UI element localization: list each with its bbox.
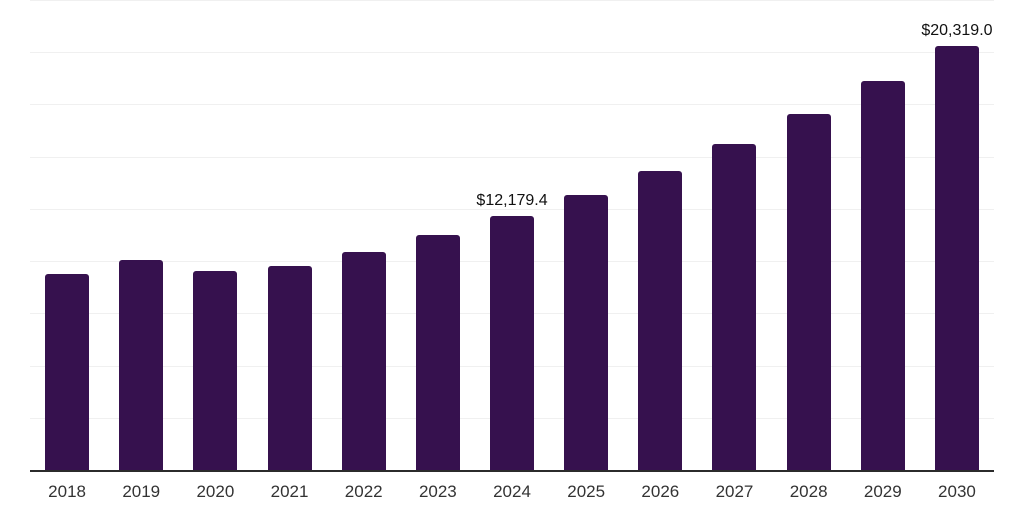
bar-group-2023 bbox=[401, 0, 475, 470]
x-tick-2020: 2020 bbox=[196, 482, 235, 501]
bar-group-2030: $20,319.0 bbox=[920, 0, 994, 470]
bar-2021 bbox=[267, 265, 312, 470]
gridline-17500 bbox=[30, 104, 994, 106]
bar-group-2028 bbox=[772, 0, 846, 470]
x-tick-2018: 2018 bbox=[48, 482, 86, 501]
bar-group-2027 bbox=[697, 0, 771, 470]
bar-2028 bbox=[786, 114, 831, 470]
bar-2023 bbox=[415, 234, 460, 470]
plot-area: $12,179.4 $20,319.0 bbox=[30, 0, 994, 472]
x-tick-2028: 2028 bbox=[789, 482, 828, 501]
bar-2025 bbox=[564, 194, 609, 470]
bar-group-2024: $12,179.4 bbox=[475, 0, 549, 470]
bar-group-2019 bbox=[104, 0, 178, 470]
value-label-2024: $12,179.4 bbox=[476, 191, 548, 209]
gridline-22500 bbox=[30, 0, 994, 1]
bar-2019 bbox=[119, 260, 164, 470]
bar-2026 bbox=[638, 170, 683, 470]
x-tick-2029: 2029 bbox=[863, 482, 902, 501]
x-tick-2024: 2024 bbox=[493, 482, 531, 501]
bar-2024 bbox=[490, 215, 535, 470]
x-tick-2021: 2021 bbox=[270, 482, 309, 501]
bar-group-2025 bbox=[549, 0, 623, 470]
x-tick-2025: 2025 bbox=[567, 482, 606, 501]
bar-group-2018 bbox=[30, 0, 104, 470]
x-tick-2019: 2019 bbox=[122, 482, 161, 501]
gridline-12500 bbox=[30, 208, 994, 210]
bar-2020 bbox=[193, 270, 238, 470]
x-tick-2026: 2026 bbox=[641, 482, 680, 501]
bar-group-2022 bbox=[327, 0, 401, 470]
x-axis-line bbox=[30, 470, 994, 472]
bar-group-2026 bbox=[623, 0, 697, 470]
bar-group-2020 bbox=[178, 0, 252, 470]
bar-2018 bbox=[45, 273, 90, 470]
bar-2030 bbox=[934, 45, 979, 470]
x-axis-tick-labels: 2018 2019 2020 2021 2022 2023 2024 2025 2026 2027… bbox=[30, 472, 994, 512]
bar-2027 bbox=[712, 143, 757, 470]
gridline-15000 bbox=[30, 156, 994, 158]
bar-2029 bbox=[860, 81, 905, 470]
bar-2022 bbox=[341, 252, 386, 470]
gridline-20000 bbox=[30, 52, 994, 54]
x-tick-2030: 2030 bbox=[938, 482, 976, 501]
x-tick-2022: 2022 bbox=[344, 482, 383, 501]
x-tick-2023: 2023 bbox=[418, 482, 457, 501]
bars-container: $12,179.4 $20,319.0 bbox=[30, 0, 994, 470]
bar-group-2021 bbox=[252, 0, 326, 470]
bar-group-2029 bbox=[846, 0, 920, 470]
value-label-2030: $20,319.0 bbox=[921, 21, 993, 39]
x-tick-2027: 2027 bbox=[715, 482, 754, 501]
